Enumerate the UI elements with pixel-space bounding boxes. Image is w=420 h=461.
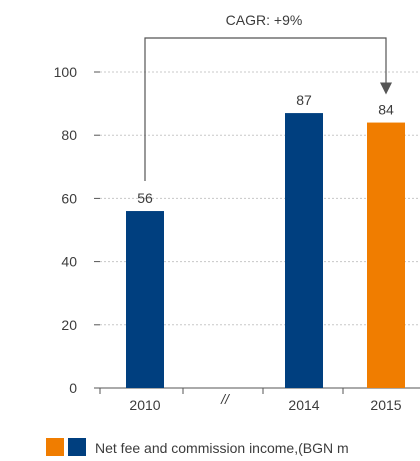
- axes: [99, 387, 420, 394]
- y-axis-ticks: 0 20 40 60 80 100: [54, 64, 100, 396]
- legend: Net fee and commission income,(BGN m: [46, 438, 349, 456]
- legend-label: Net fee and commission income,(BGN m: [95, 440, 349, 456]
- axis-break-label: //: [220, 391, 231, 407]
- data-label: 84: [378, 102, 394, 118]
- data-label: 56: [137, 190, 153, 206]
- legend-swatch-blue: [68, 438, 86, 456]
- x-tick-label: 2010: [129, 397, 160, 413]
- cagr-annotation: CAGR: +9%: [144, 12, 392, 182]
- cagr-arrowhead: [380, 82, 392, 95]
- y-tick-label: 20: [61, 317, 77, 333]
- bar-2010: [126, 211, 164, 388]
- bar-2015: [367, 122, 405, 388]
- y-tick-label: 60: [61, 190, 77, 206]
- y-tick-label: 0: [69, 380, 77, 396]
- data-label: 87: [296, 92, 312, 108]
- y-tick-label: 100: [54, 64, 78, 80]
- y-tick-label: 40: [61, 254, 77, 270]
- x-tick-label: 2015: [370, 397, 401, 413]
- y-tick-label: 80: [61, 127, 77, 143]
- legend-swatch-orange: [46, 438, 64, 456]
- cagr-label: CAGR: +9%: [226, 12, 303, 28]
- bars: [126, 113, 405, 388]
- x-tick-label: 2014: [288, 397, 319, 413]
- x-tick-labels: 2010 2014 2015: [129, 397, 401, 413]
- cagr-connector-line: [144, 37, 387, 182]
- bar-2014: [285, 113, 323, 388]
- value-labels: 56 87 84: [137, 92, 394, 206]
